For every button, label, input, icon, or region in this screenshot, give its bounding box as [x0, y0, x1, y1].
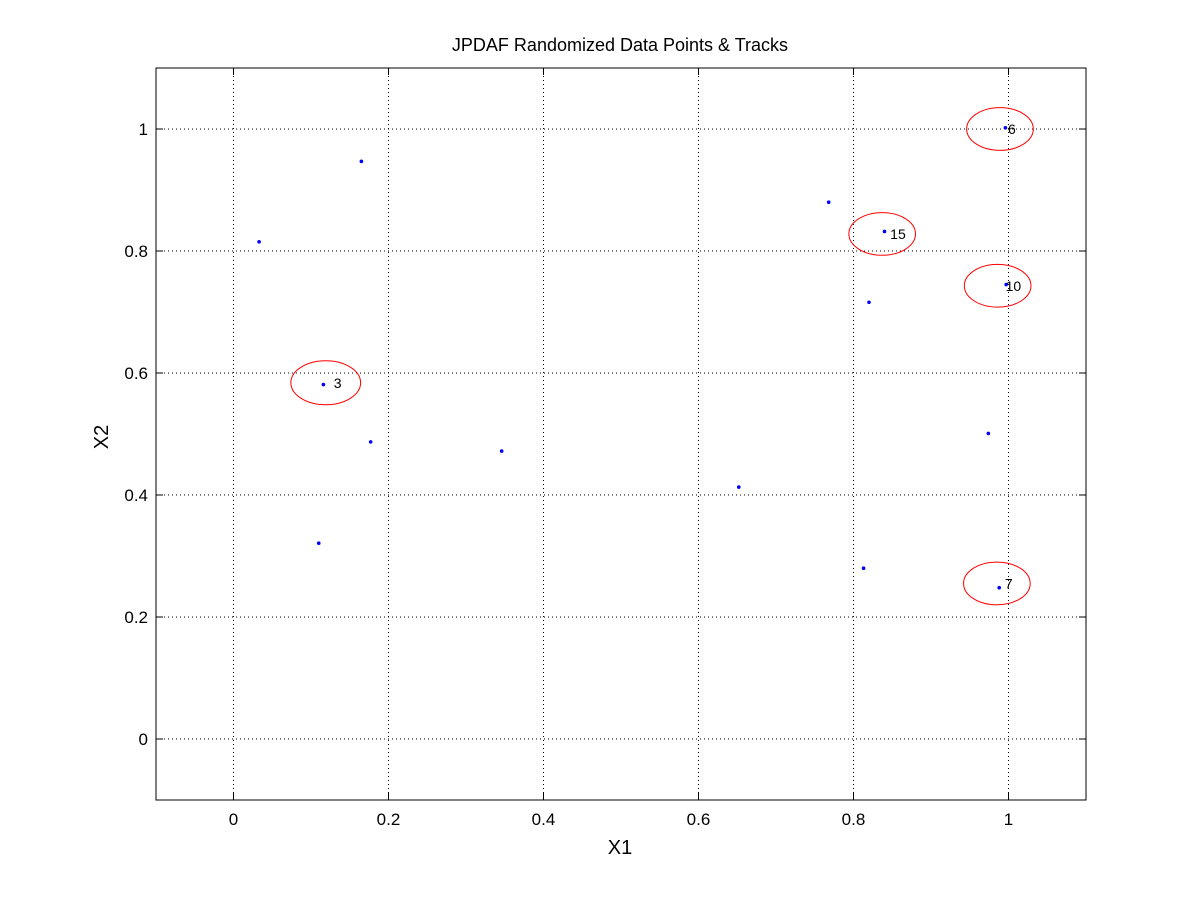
x-tick-label: 1 — [1004, 810, 1013, 829]
y-tick-label: 0.4 — [124, 486, 148, 505]
x-tick-label: 0.6 — [687, 810, 711, 829]
y-tick-label: 0.8 — [124, 242, 148, 261]
track-label: 3 — [334, 375, 342, 391]
data-point — [321, 382, 326, 387]
data-point — [316, 541, 321, 545]
data-point — [861, 566, 866, 570]
x-tick-label: 0.2 — [377, 810, 401, 829]
x-tick-label: 0.8 — [842, 810, 866, 829]
data-point — [1004, 282, 1008, 287]
plot-frame — [155, 67, 1087, 801]
x-tick-label: 0.4 — [532, 810, 556, 829]
grid-lines — [156, 68, 1086, 800]
tick-labels: 0 0.2 0.4 0.6 0.8 1 0 0.2 0.4 0.6 0.8 1 — [124, 120, 1013, 829]
track-label: 6 — [1008, 121, 1016, 137]
track-ellipse — [963, 561, 1031, 606]
axis-ticks — [156, 68, 1086, 800]
data-point — [1003, 125, 1008, 130]
y-tick-label: 0.6 — [124, 364, 148, 383]
track-ellipse — [848, 212, 916, 256]
x-tick-label: 0 — [229, 810, 238, 829]
data-points — [257, 125, 1008, 590]
track-ellipses: 3 15 6 10 7 — [290, 107, 1034, 606]
track-label: 15 — [890, 226, 906, 242]
data-point — [986, 431, 991, 436]
data-point — [257, 240, 261, 244]
y-tick-label: 1 — [139, 120, 148, 139]
track-ellipse — [966, 107, 1034, 151]
data-point — [882, 229, 887, 234]
data-point — [359, 159, 364, 164]
y-tick-label: 0 — [139, 730, 148, 749]
x-axis-label: X1 — [608, 837, 632, 859]
chart-title: JPDAF Randomized Data Points & Tracks — [452, 35, 788, 55]
track-ellipse — [963, 263, 1032, 308]
data-point — [826, 200, 831, 204]
track-ellipse — [290, 360, 362, 406]
track-label: 10 — [1006, 278, 1022, 294]
data-point — [737, 485, 741, 489]
y-axis-label: X2 — [91, 425, 113, 449]
data-point — [997, 585, 1001, 590]
data-point — [499, 449, 504, 453]
data-point — [867, 300, 871, 305]
y-tick-label: 0.2 — [124, 608, 148, 627]
track-label: 7 — [1005, 575, 1013, 591]
data-point — [368, 440, 373, 444]
